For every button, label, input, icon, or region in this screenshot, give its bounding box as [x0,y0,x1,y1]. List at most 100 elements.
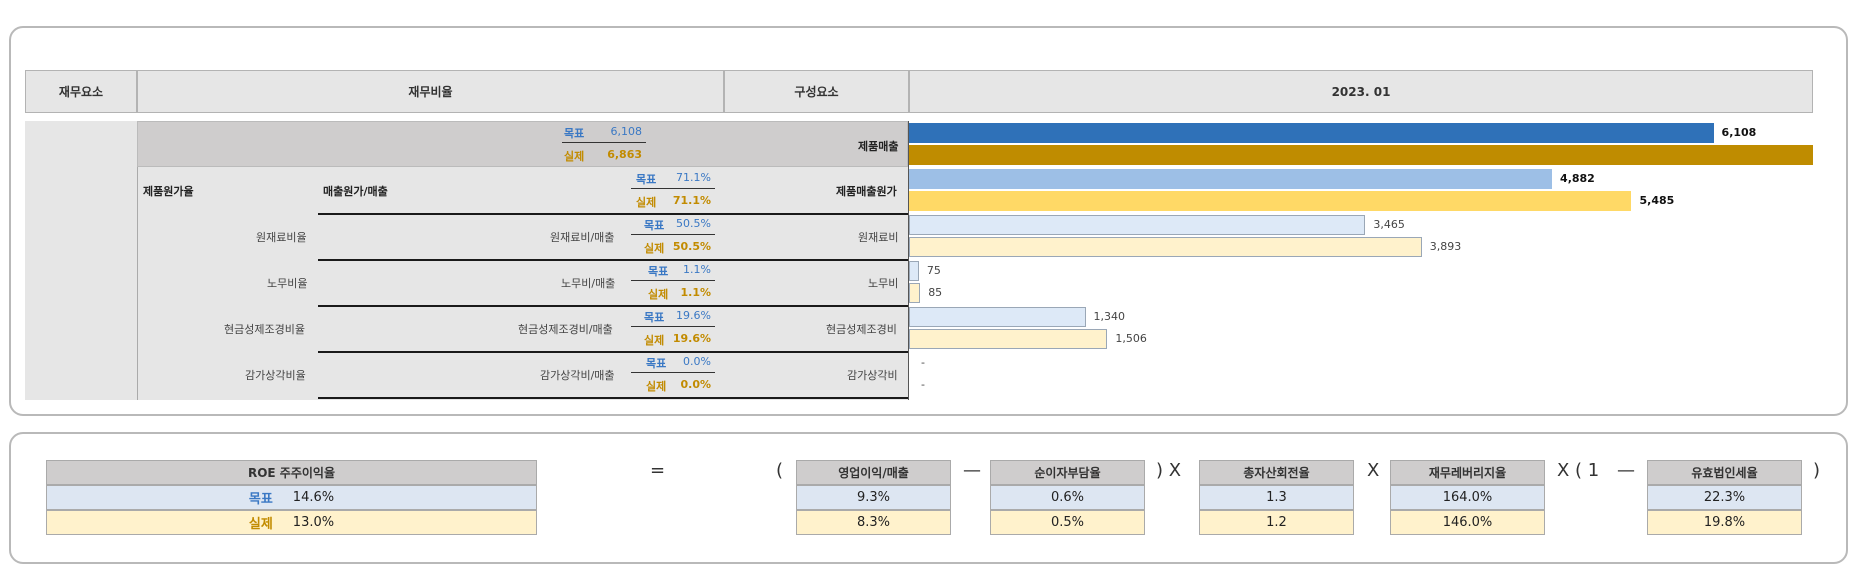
header-period[interactable]: 2023. 01 [909,70,1813,113]
target-label: 목표 [644,311,665,324]
times-paren-one: X ( 1 [1557,460,1600,481]
bar-value-label: 75 [926,264,941,277]
row-divider [318,351,908,353]
component-label: 노무비 [868,277,899,290]
ratio-block: 목표 1.1% 실제 1.1% [631,259,715,305]
ratio-body-area [137,167,908,400]
factor-financial-leverage-actual: 146.0% [1390,510,1545,535]
factor-interest-burden-header: 순이자부담율 [990,460,1145,485]
ratio-name-label: 현금성제조경비/매출 [518,323,613,336]
bar-target [909,215,1366,235]
actual-value: 71.1% [672,194,711,207]
chart-axis-line [908,121,909,400]
bar-value-label: 3,893 [1429,240,1462,253]
target-label: 목표 [644,219,665,232]
component-label: 감가상각비 [847,369,898,382]
actual-label: 실제 [648,288,669,301]
minus-sign: — [1617,460,1635,481]
bar-target [909,123,1714,143]
bar-value-label: 1,340 [1093,310,1126,323]
factor-effective-tax-header: 유효법인세율 [1647,460,1802,485]
ratio-block: 목표 19.6% 실제 19.6% [631,305,715,351]
factor-operating-margin-header: 영업이익/매출 [796,460,951,485]
bar-value-label: 5,485 [1639,194,1675,207]
roe-target-label: 목표 [248,492,273,507]
ratio-block: 목표 71.1% 실제 71.1% [631,167,715,213]
bar-value-label: 1,506 [1115,332,1147,345]
factor-asset-turnover-target: 1.3 [1199,485,1354,510]
roe-actual-label: 실제 [248,517,273,532]
bar-target [909,307,1086,327]
row-divider [318,213,908,215]
header-financial-ratio: 재무비율 [137,70,724,113]
component-label: 제품매출원가 [836,185,897,198]
factor-interest-burden-actual: 0.5% [990,510,1145,535]
bar-value-label: 85 [928,286,943,299]
actual-value: 6,863 [607,148,642,161]
bar-value-label: 3,465 [1373,218,1405,231]
ratio-group-label: 원재료비율 [256,231,307,244]
bar-actual [909,329,1108,349]
ratio-group-label: 노무비율 [267,277,308,290]
ratio-group-label: 제품원가율 [143,185,194,198]
bar-value-label: 6,108 [1721,126,1757,139]
ratio-group-label: 현금성제조경비율 [224,323,305,336]
ratio-name-label: 감가상각비/매출 [540,369,615,382]
open-paren: ( [776,460,784,481]
target-label: 목표 [646,357,667,370]
actual-label: 실제 [644,334,665,347]
actual-label: 실제 [636,196,657,209]
actual-value: 50.5% [672,240,711,253]
roe-target-cell: 목표 14.6% [46,485,537,510]
close-paren-times: ) X [1156,460,1182,481]
target-value: 6,108 [610,125,643,138]
bar-target [909,169,1553,189]
ratio-block: 목표 0.0% 실제 0.0% [631,351,715,397]
target-value: 19.6% [676,309,711,322]
bar-value-label: - [921,356,925,369]
ratio-block: 목표 50.5% 실제 50.5% [631,213,715,259]
bar-target [909,261,919,281]
ratio-name-label: 원재료비/매출 [550,231,615,244]
ratio-name-label: 노무비/매출 [561,277,616,290]
row-divider [318,259,908,261]
factor-operating-margin-target: 9.3% [796,485,951,510]
bar-value-label: 4,882 [1560,172,1595,185]
bar-actual [909,283,921,303]
component-label: 제품매출 [858,140,899,153]
sales-row-band [137,121,908,167]
actual-value: 19.6% [672,332,711,345]
roe-actual-value: 13.0% [292,515,335,530]
component-label: 현금성제조경비 [826,323,897,336]
target-label: 목표 [648,265,669,278]
target-value: 1.1% [683,263,711,276]
target-value: 50.5% [676,217,711,230]
factor-effective-tax-actual: 19.8% [1647,510,1802,535]
target-label: 목표 [564,127,585,140]
factor-asset-turnover-actual: 1.2 [1199,510,1354,535]
actual-value: 0.0% [680,378,711,391]
times-sign: X [1367,460,1380,481]
bar-actual [909,191,1632,211]
bar-actual [909,237,1422,257]
actual-label: 실제 [644,242,665,255]
equals-sign: = [650,460,666,481]
target-value: 71.1% [676,171,711,184]
factor-effective-tax-target: 22.3% [1647,485,1802,510]
bar-value-label: - [921,378,925,391]
row-divider [318,305,908,307]
minus-sign: — [963,460,981,481]
roe-target-value: 14.6% [292,490,335,505]
sales-ratio-block: 목표 6,108 실제 6,863 [562,121,646,167]
actual-label: 실제 [646,380,667,393]
actual-value: 1.1% [680,286,711,299]
factor-operating-margin-actual: 8.3% [796,510,951,535]
target-label: 목표 [636,173,657,186]
actual-label: 실제 [564,150,585,163]
component-label: 원재료비 [858,231,899,244]
close-paren: ) [1813,460,1821,481]
header-financial-element: 재무요소 [25,70,137,113]
factor-asset-turnover-header: 총자산회전율 [1199,460,1354,485]
row-divider [318,397,908,399]
ratio-name-label: 매출원가/매출 [323,185,388,198]
